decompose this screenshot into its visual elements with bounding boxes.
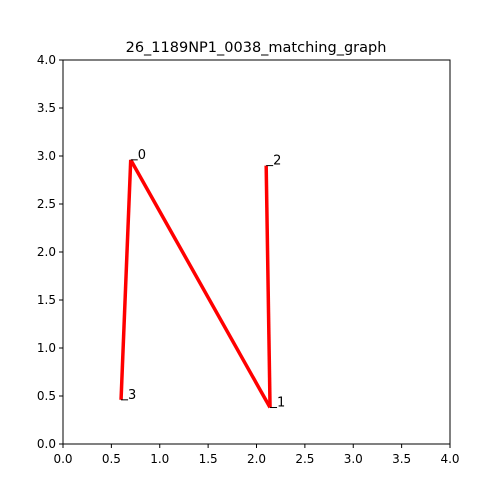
- edge-1: [129, 158, 272, 409]
- x-tick-label: 0.5: [102, 452, 121, 466]
- chart-title: 26_1189NP1_0038_matching_graph: [126, 40, 387, 56]
- y-tick-label: 0.0: [37, 437, 56, 451]
- x-axis-ticks: 0.0 0.5 1.0 1.5 2.0 2.5 3.0 3.5 4.0: [53, 444, 460, 466]
- edge-2: [264, 165, 272, 408]
- x-tick-label: 2.5: [295, 452, 314, 466]
- x-tick-label: 0.0: [53, 452, 72, 466]
- x-tick-label: 2.0: [247, 452, 266, 466]
- edges-layer: [119, 158, 272, 409]
- y-tick-label: 1.0: [37, 341, 56, 355]
- y-tick-label: 1.5: [37, 293, 56, 307]
- node-label-3: 3: [128, 388, 136, 403]
- y-tick-label: 2.0: [37, 245, 56, 259]
- node-label-2: 2: [273, 154, 281, 169]
- y-tick-label: 0.5: [37, 389, 56, 403]
- x-tick-label: 4.0: [440, 452, 459, 466]
- x-tick-label: 3.0: [344, 452, 363, 466]
- x-tick-label: 3.5: [392, 452, 411, 466]
- node-label-0: 0: [138, 148, 146, 163]
- y-tick-label: 3.0: [37, 149, 56, 163]
- node-labels-layer: 0 1 2 3: [128, 148, 285, 411]
- x-tick-label: 1.5: [199, 452, 218, 466]
- y-tick-label: 2.5: [37, 197, 56, 211]
- markers-layer: [121, 159, 278, 409]
- y-tick-label: 3.5: [37, 101, 56, 115]
- edge-0: [119, 159, 133, 400]
- node-label-1: 1: [277, 396, 285, 411]
- y-tick-label: 4.0: [37, 53, 56, 67]
- y-axis-ticks: 0.0 0.5 1.0 1.5 2.0 2.5 3.0 3.5 4.0: [37, 53, 63, 451]
- x-tick-label: 1.0: [150, 452, 169, 466]
